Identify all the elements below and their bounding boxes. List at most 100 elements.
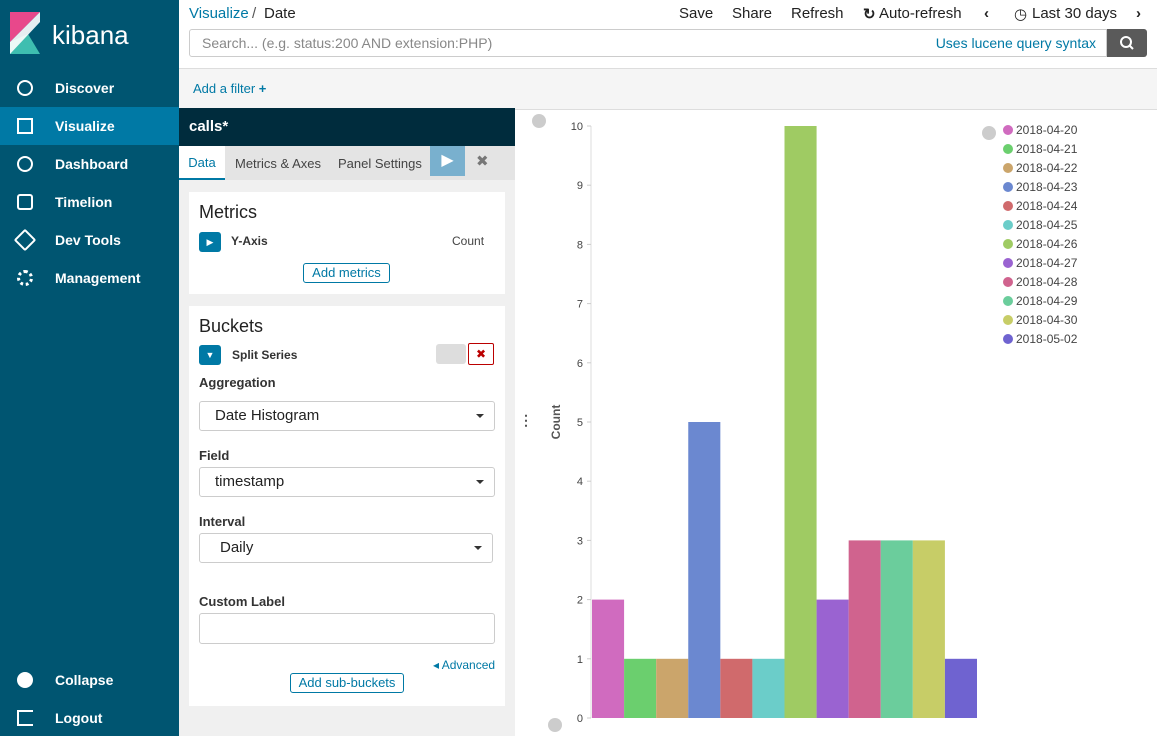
nav-label: Dev Tools <box>55 232 121 248</box>
legend-dot <box>1003 239 1013 249</box>
apply-button[interactable]: ▶ <box>430 146 465 176</box>
y-tick-label: 6 <box>577 358 583 370</box>
y-tick-label: 3 <box>577 535 583 547</box>
bar <box>720 658 753 718</box>
bar <box>944 658 977 718</box>
lucene-link[interactable]: Uses lucene query syntax <box>935 35 1096 51</box>
buckets-card: Buckets ▼ Split Series ✖ Aggregation Dat… <box>189 306 505 706</box>
legend-label: 2018-04-29 <box>1016 294 1078 308</box>
y-tick-label: 4 <box>577 476 583 488</box>
legend-dot <box>1003 220 1013 230</box>
metrics-card: Metrics ▶ Y-Axis Count Add metrics <box>189 192 505 294</box>
nav-item[interactable]: Collapse <box>0 661 179 699</box>
collapse-axis[interactable] <box>548 718 562 732</box>
legend-label: 2018-04-25 <box>1016 218 1078 232</box>
discard-button[interactable]: ✖ <box>476 153 489 170</box>
nav-item[interactable]: Timelion <box>0 183 179 221</box>
toggle-button[interactable] <box>436 344 466 364</box>
metric-agg: Count <box>452 234 485 248</box>
add-filter[interactable]: Add a filter + <box>193 81 267 96</box>
nav-label: Timelion <box>55 194 113 210</box>
y-tick-label: 9 <box>577 180 583 192</box>
search-button[interactable] <box>1107 29 1147 57</box>
field-label: Custom Label <box>199 594 285 609</box>
tab[interactable]: Data <box>179 146 225 180</box>
nav-item[interactable]: Management <box>0 259 179 297</box>
tab[interactable]: Metrics & Axes <box>235 156 321 171</box>
remove-button[interactable]: ✖ <box>468 343 494 365</box>
field-label: Field <box>199 448 230 463</box>
nav-item[interactable]: Discover <box>0 69 179 107</box>
legend-dot <box>1003 277 1013 287</box>
legend-dot <box>1003 201 1013 211</box>
legend-label: 2018-04-22 <box>1016 161 1078 175</box>
nav-item[interactable]: Visualize <box>0 107 179 145</box>
legend-toggle[interactable] <box>982 126 996 140</box>
brand: kibana <box>52 20 129 50</box>
interval-select[interactable]: Daily <box>199 533 493 563</box>
legend-dot <box>1003 334 1013 344</box>
legend-label: 2018-04-23 <box>1016 180 1078 194</box>
y-tick-label: 0 <box>577 713 583 725</box>
bar <box>624 658 657 718</box>
nav-item[interactable]: Dev Tools <box>0 221 179 259</box>
nav-label: Logout <box>55 710 103 726</box>
nav-label: Collapse <box>55 672 114 688</box>
legend-label: 2018-04-20 <box>1016 123 1078 137</box>
search-box[interactable]: Search... (e.g. status:200 AND extension… <box>189 29 1107 57</box>
legend-dot <box>1003 163 1013 173</box>
advanced-link[interactable]: ◂ Advanced <box>433 658 496 672</box>
save-button[interactable]: Save <box>679 5 714 22</box>
index-name: calls* <box>189 118 229 135</box>
legend-dot <box>1003 296 1013 306</box>
field-select[interactable]: timestamp <box>199 467 495 497</box>
legend-label: 2018-04-26 <box>1016 237 1078 251</box>
breadcrumb: Date <box>264 5 296 22</box>
chart: 0 1 2 3 4 5 6 7 8 9 10 Count 2018-04-20 2018-04-21 201… <box>532 114 1078 732</box>
resize-handle[interactable]: ⋮ <box>519 412 533 428</box>
bar <box>752 658 785 718</box>
bar <box>784 126 817 718</box>
nav-item[interactable]: Dashboard <box>0 145 179 183</box>
bar <box>880 540 913 718</box>
filter-bar <box>179 68 1157 110</box>
y-tick-label: 5 <box>577 417 583 429</box>
time-picker[interactable]: Last 30 days <box>1032 5 1118 22</box>
refresh-icon: ↻ <box>863 6 876 23</box>
index-header: calls* <box>179 108 515 146</box>
advanced-label: Advanced <box>441 658 496 672</box>
nav-label: Discover <box>55 80 115 96</box>
legend-dot <box>1003 182 1013 192</box>
nav-label: Dashboard <box>55 156 129 172</box>
legend-label: 2018-04-30 <box>1016 313 1078 327</box>
add-sub-buckets-button[interactable]: Add sub-buckets <box>290 673 404 693</box>
nav-item[interactable]: Logout <box>0 699 179 737</box>
aggregation-select[interactable]: Date Histogram <box>199 401 495 431</box>
legend-dot <box>1003 258 1013 268</box>
legend-label: 2018-04-27 <box>1016 256 1078 270</box>
legend-label: 2018-04-24 <box>1016 199 1078 213</box>
prev-button[interactable]: ‹ <box>984 5 989 22</box>
search-icon <box>1120 36 1134 50</box>
sidebar: kibana Discover Visualize Dashboard Time… <box>0 0 179 736</box>
add-metrics-button[interactable]: Add metrics <box>303 263 390 283</box>
collapse-toggle[interactable]: ▼ <box>199 345 221 365</box>
expand-toggle[interactable]: ▶ <box>199 232 221 252</box>
bar <box>848 540 881 718</box>
custom-label-input[interactable] <box>199 613 495 644</box>
legend-label: 2018-04-21 <box>1016 142 1078 156</box>
share-button[interactable]: Share <box>732 5 773 22</box>
y-tick-label: 8 <box>577 239 583 251</box>
nav-label: Management <box>55 270 141 286</box>
tab[interactable]: Panel Settings <box>338 156 422 171</box>
auto-refresh-button[interactable]: Auto-refresh <box>879 5 962 22</box>
refresh-button[interactable]: Refresh <box>791 5 844 22</box>
breadcrumb[interactable]: Visualize <box>189 5 249 22</box>
collapse-chart[interactable] <box>532 114 546 128</box>
field-label: Aggregation <box>199 375 276 390</box>
y-tick-label: 1 <box>577 654 583 666</box>
legend-label: 2018-04-28 <box>1016 275 1078 289</box>
section-title: Metrics <box>199 202 257 222</box>
next-button[interactable]: › <box>1136 5 1141 22</box>
